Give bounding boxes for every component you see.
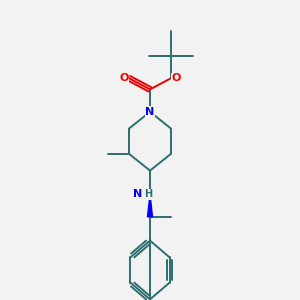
- Text: N: N: [146, 107, 154, 117]
- Polygon shape: [148, 194, 152, 217]
- Text: O: O: [119, 73, 129, 83]
- Text: O: O: [171, 73, 181, 83]
- Text: N: N: [134, 189, 142, 200]
- Text: H: H: [144, 189, 152, 200]
